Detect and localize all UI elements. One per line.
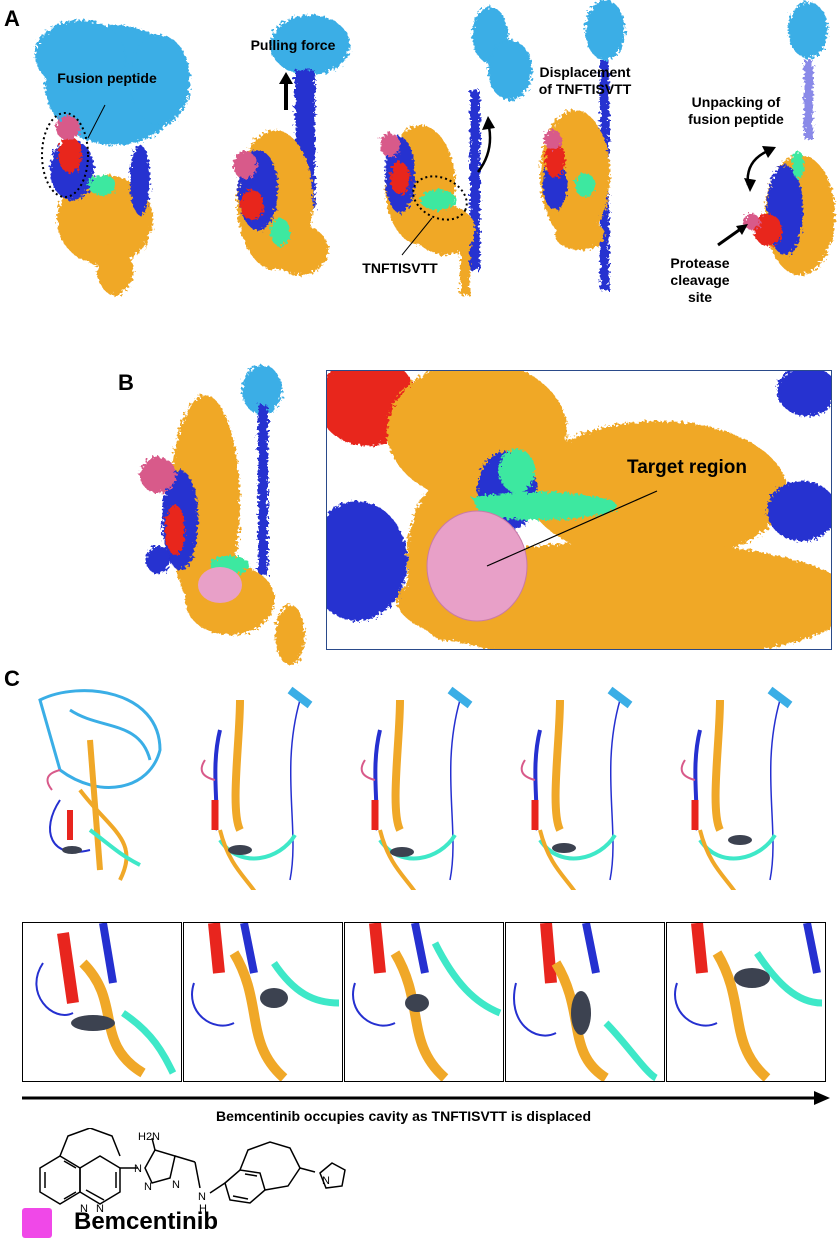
label-pulling-force: Pulling force bbox=[250, 37, 336, 53]
label-displacement: Displacement of TNFTISVTT bbox=[538, 64, 632, 97]
zoom-frame-3 bbox=[344, 922, 504, 1082]
zoom-frame-5 bbox=[666, 922, 826, 1082]
label-fusion-peptide: Fusion peptide bbox=[57, 70, 157, 86]
target-leader bbox=[486, 490, 658, 567]
timeline-caption: Bemcentinib occupies cavity as TNFTISVTT… bbox=[216, 1108, 591, 1124]
panel-letter-c: C bbox=[4, 666, 20, 691]
bemcentinib-legend-label: Bemcentinib bbox=[74, 1208, 219, 1235]
mol-n6: N bbox=[322, 1175, 330, 1187]
ribbon-frame-4 bbox=[520, 686, 633, 890]
target-cavity-small bbox=[198, 567, 242, 603]
tnftisvtt-circle bbox=[412, 175, 468, 221]
mol-h2n: H2N bbox=[138, 1131, 160, 1143]
bemcentinib-legend-swatch bbox=[22, 1208, 52, 1238]
label-tnftisvtt: TNFTISVTT bbox=[362, 260, 438, 276]
zoom-target-region: Target region bbox=[326, 370, 832, 650]
ribbon-frame-5 bbox=[680, 686, 793, 890]
mol-n3: N bbox=[134, 1163, 142, 1175]
spike-structure-4 bbox=[540, 0, 625, 290]
fusion-peptide-circle bbox=[41, 112, 89, 198]
mol-n4: N bbox=[144, 1181, 152, 1193]
spike-structure-2 bbox=[233, 15, 350, 275]
ribbon-frame-2 bbox=[200, 686, 313, 890]
spike-structure-5 bbox=[744, 2, 835, 275]
label-unpacking: Unpacking of fusion peptide bbox=[688, 94, 784, 127]
panel-a-structures bbox=[35, 0, 835, 295]
zoom-frame-4 bbox=[505, 922, 665, 1082]
label-protease: Protease cleavage site bbox=[670, 255, 730, 305]
target-cavity bbox=[426, 510, 528, 622]
spike-structure-3 bbox=[380, 7, 532, 295]
panel-letter-b: B bbox=[118, 370, 134, 395]
protease-arrow bbox=[717, 226, 743, 247]
panel-letter-a: A bbox=[4, 6, 20, 31]
mol-h: H bbox=[199, 1203, 207, 1215]
zoom-frame-1 bbox=[22, 922, 182, 1082]
timeline-arrow bbox=[22, 1091, 830, 1105]
bemcentinib-structure: H2N N N N N N N N H bbox=[39, 1128, 346, 1215]
zoom-structure bbox=[327, 371, 831, 649]
panel-b-structure bbox=[140, 365, 305, 665]
ribbon-frame-3 bbox=[360, 686, 473, 890]
mol-n1: N bbox=[80, 1203, 88, 1215]
ribbon-frame-1 bbox=[38, 689, 162, 881]
label-target-region: Target region bbox=[627, 457, 747, 478]
mol-n2: N bbox=[96, 1203, 104, 1215]
mol-nh: N bbox=[198, 1191, 206, 1203]
panel-c-ribbons bbox=[38, 686, 793, 890]
mol-n5: N bbox=[172, 1179, 180, 1191]
spike-structure-1 bbox=[35, 20, 190, 295]
zoom-frame-2 bbox=[183, 922, 343, 1082]
